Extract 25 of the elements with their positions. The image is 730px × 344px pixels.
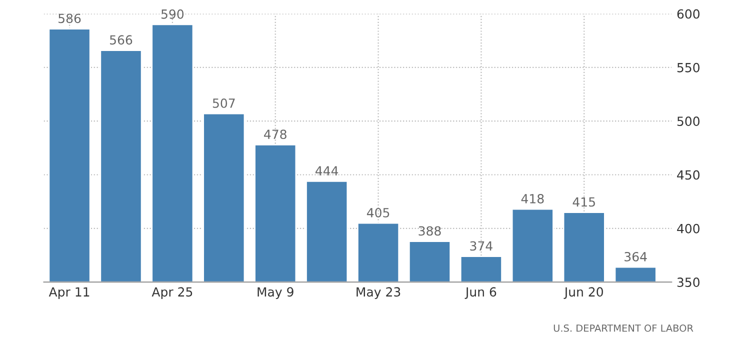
- data-label: 590: [161, 9, 184, 19]
- y-tick-label: 550: [677, 62, 700, 72]
- x-tick-label: May 23: [356, 287, 400, 300]
- x-tick-label: Apr 11: [48, 287, 90, 300]
- data-label: 364: [624, 252, 647, 262]
- data-label: 478: [264, 130, 286, 140]
- text: U.S. DEPARTMENT OF LABOR: [554, 324, 694, 332]
- data-label: 388: [418, 226, 441, 236]
- y-tick-label: 400: [677, 224, 700, 234]
- y-tick-label: 500: [677, 116, 700, 126]
- y-tick-label: 450: [677, 170, 700, 180]
- data-label: 444: [316, 166, 338, 176]
- y-tick-label: 350: [677, 278, 700, 288]
- data-label: 405: [366, 208, 390, 218]
- data-label: 566: [110, 35, 132, 45]
- x-tick-label: Jun 6: [464, 287, 496, 299]
- data-label: 415: [572, 197, 595, 207]
- y-tick-label: 600: [677, 9, 700, 19]
- data-label: 418: [521, 194, 544, 204]
- x-tick-label: Apr 25: [152, 287, 192, 300]
- x-tick-label: May 9: [258, 287, 294, 300]
- data-label: 586: [58, 14, 81, 24]
- data-label: 507: [212, 98, 235, 108]
- data-label: 374: [470, 241, 492, 251]
- x-tick-label: Jun 20: [564, 287, 603, 299]
